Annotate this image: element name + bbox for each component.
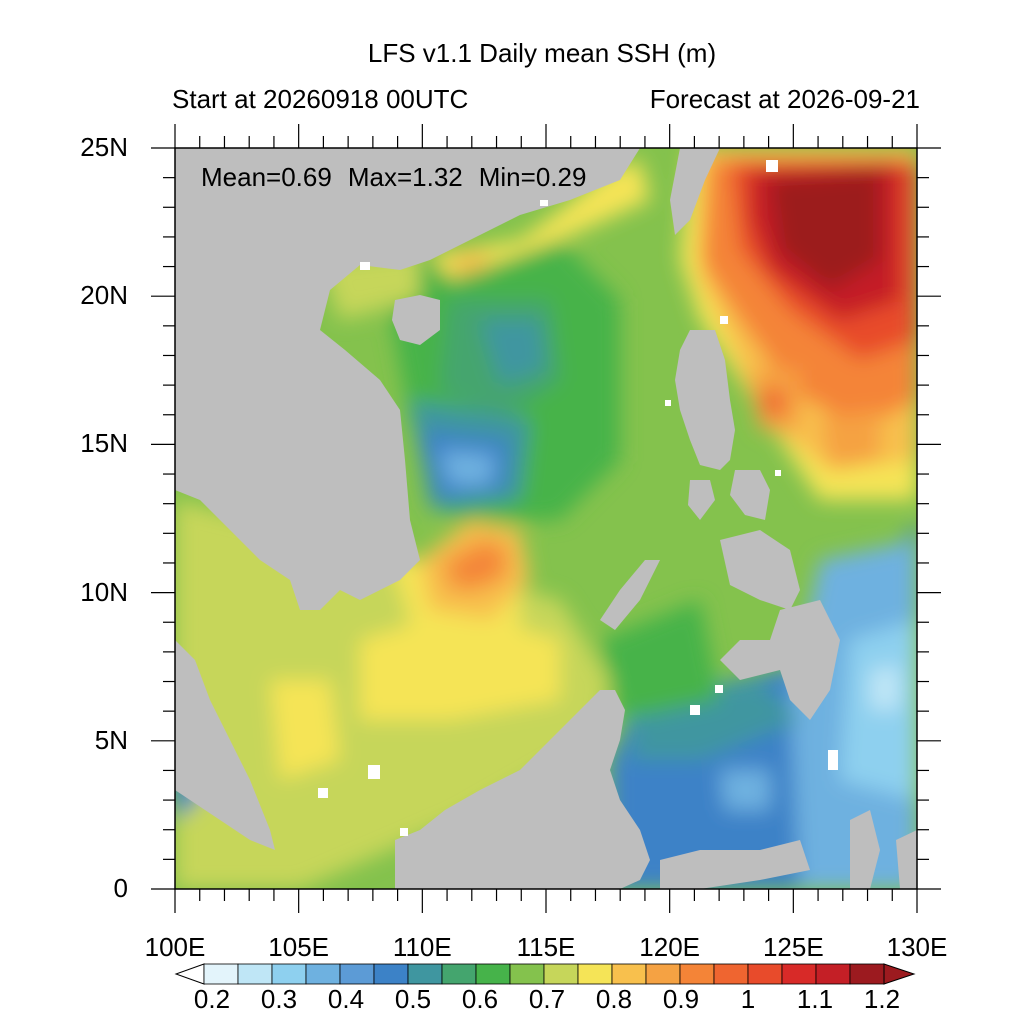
- colorbar-swatch: [815, 963, 851, 985]
- colorbar-swatch: [747, 963, 783, 985]
- colorbar-swatch: [713, 963, 749, 985]
- colorbar-swatch: [577, 963, 613, 985]
- colorbar-swatch: [475, 963, 511, 985]
- colorbar-swatch: [509, 963, 545, 985]
- colorbar-swatch: [339, 963, 375, 985]
- longitude-tick-label: 130E: [886, 932, 948, 962]
- start-time-label: Start at 20260918 00UTC: [172, 84, 469, 114]
- colorbar-under-triangle: [174, 963, 205, 985]
- latitude-tick-label: 0: [113, 873, 128, 903]
- latitude-tick-label: 5N: [94, 724, 128, 755]
- colorbar-swatch: [849, 963, 885, 985]
- colorbar-swatch: [781, 963, 817, 985]
- latitude-tick-label: 15N: [80, 428, 128, 459]
- colorbar-swatch: [237, 963, 273, 985]
- colorbar-swatch: [611, 963, 647, 985]
- colorbar-swatch: [645, 963, 681, 985]
- colorbar-tick-label: 0.4: [327, 984, 365, 1014]
- colorbar-swatch: [271, 963, 307, 985]
- colorbar-swatch: [373, 963, 409, 985]
- latitude-tick-label: 20N: [80, 280, 128, 311]
- colorbar-swatch: [203, 963, 239, 985]
- colorbar-tick-label: 1.2: [863, 984, 901, 1014]
- colorbar-tick-label: 0.9: [662, 984, 700, 1014]
- longitude-tick-label: 125E: [762, 932, 824, 962]
- colorbar-swatch: [679, 963, 715, 985]
- colorbar-tick-label: 0.5: [394, 984, 432, 1014]
- coastal-gaps: [318, 160, 838, 836]
- longitude-tick-label: 110E: [392, 932, 452, 962]
- mean-value: Mean=0.69: [201, 162, 332, 192]
- colorbar-swatch: [407, 963, 443, 985]
- colorbar-tick-label: 0.8: [595, 984, 633, 1014]
- colorbar: [174, 963, 916, 985]
- ssh-field: [175, 148, 917, 889]
- colorbar-tick-label: 1.1: [796, 984, 834, 1014]
- colorbar-over-triangle: [883, 963, 916, 985]
- forecast-time-label: Forecast at 2026-09-21: [649, 84, 920, 114]
- latitude-tick-label: 25N: [80, 132, 128, 162]
- longitude-tick-label: 105E: [268, 932, 330, 962]
- colorbar-swatch: [441, 963, 477, 985]
- field-statistics: Mean=0.69 Max=1.32 Min=0.29: [201, 162, 602, 193]
- longitude-tick-label: 100E: [144, 932, 206, 962]
- colorbar-tick-label: 0.3: [260, 984, 298, 1014]
- colorbar-swatch: [543, 963, 579, 985]
- colorbar-tick-label: 0.6: [461, 984, 499, 1014]
- latitude-tick-label: 10N: [80, 576, 128, 607]
- colorbar-swatch: [305, 963, 341, 985]
- min-value: Min=0.29: [478, 162, 587, 192]
- max-value: Max=1.32: [347, 162, 463, 192]
- longitude-tick-label: 120E: [639, 932, 701, 962]
- colorbar-tick-label: 1: [740, 984, 756, 1014]
- colorbar-tick-label: 0.2: [193, 984, 231, 1014]
- land: [175, 148, 917, 889]
- longitude-tick-label: 115E: [516, 932, 576, 962]
- axis-ticks: [151, 124, 941, 913]
- map-title: LFS v1.1 Daily mean SSH (m): [367, 38, 717, 68]
- colorbar-tick-label: 0.7: [528, 984, 566, 1014]
